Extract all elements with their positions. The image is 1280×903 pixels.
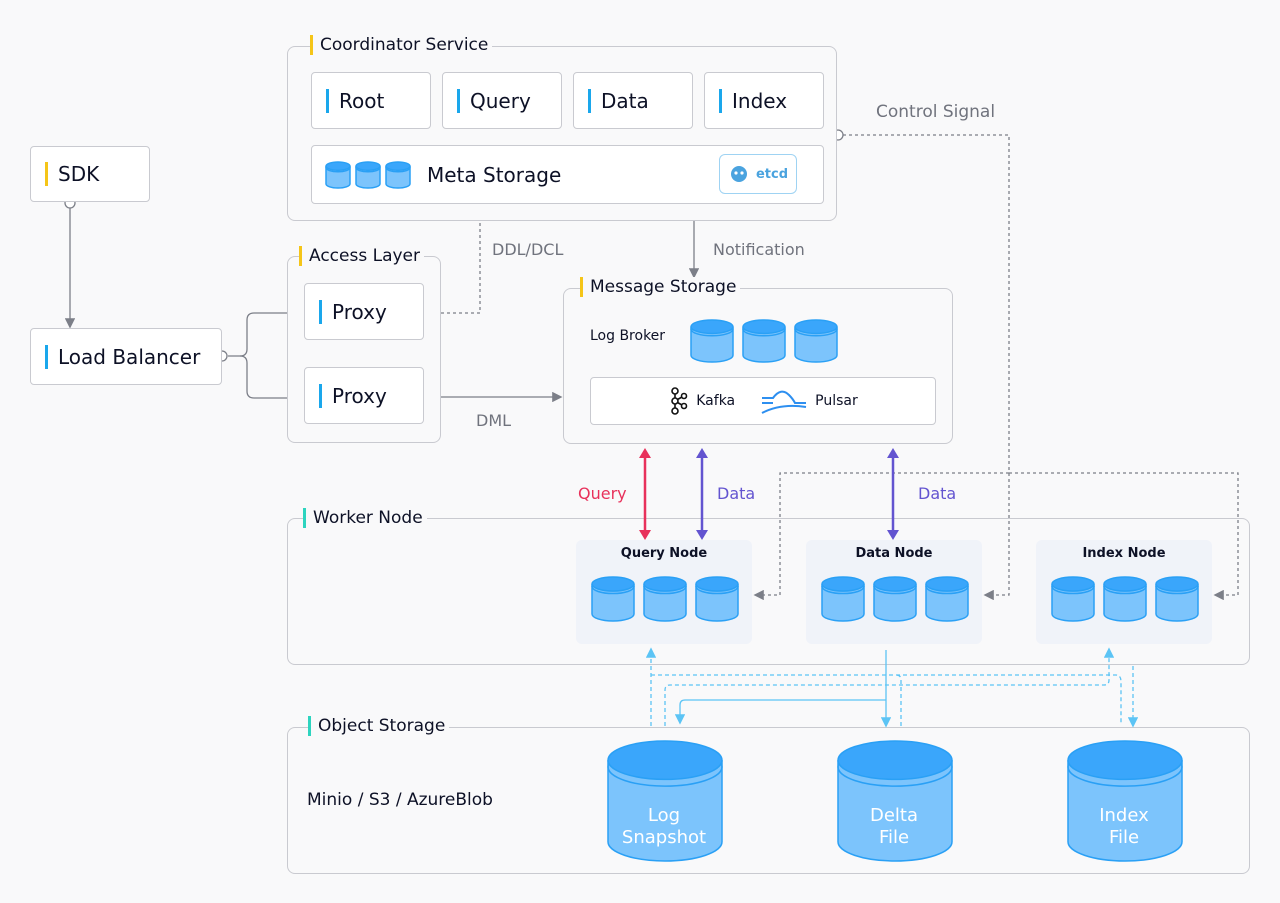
message-storage-title: Message Storage <box>580 277 741 297</box>
index-node[interactable]: Index Node <box>1036 540 1212 644</box>
cylinder-icon <box>1067 740 1183 862</box>
ddl-dcl-label: DDL/DCL <box>492 240 564 259</box>
cylinder-icon <box>591 576 635 622</box>
cylinder-icon <box>873 576 917 622</box>
accent-bar <box>319 299 322 324</box>
load-balancer-box[interactable]: Load Balancer <box>30 328 222 385</box>
meta-storage-label: Meta Storage <box>427 162 562 187</box>
notification-label: Notification <box>713 240 805 259</box>
access-layer-title: Access Layer <box>299 246 424 266</box>
etcd-label: etcd <box>755 166 789 182</box>
delta-file-cylinder <box>837 740 953 866</box>
data-label: Data <box>601 88 649 113</box>
delta-file-label: Delta File <box>869 805 919 848</box>
data-coord[interactable]: Data <box>573 72 693 129</box>
cylinder-icon <box>385 161 411 189</box>
pulsar-icon <box>761 390 807 414</box>
cylinder-icon <box>821 576 865 622</box>
query-coord[interactable]: Query <box>442 72 562 129</box>
cylinder-icon <box>1155 576 1199 622</box>
accent-bar <box>719 88 722 113</box>
accent-bar <box>45 344 48 369</box>
index-label: Index <box>732 88 788 113</box>
cylinder-icon <box>325 161 351 189</box>
etcd-badge: etcd <box>719 154 797 194</box>
accent-bar <box>588 88 591 113</box>
proxy-label: Proxy <box>332 383 387 408</box>
accent-bar <box>319 383 322 408</box>
cylinder-icon <box>925 576 969 622</box>
cylinder-icon <box>643 576 687 622</box>
data-edge-label: Data <box>717 484 756 503</box>
sdk-label: SDK <box>58 162 100 186</box>
dml-label: DML <box>476 411 512 430</box>
proxy-1[interactable]: Proxy <box>304 283 424 340</box>
index-coord[interactable]: Index <box>704 72 824 129</box>
data-node[interactable]: Data Node <box>806 540 982 644</box>
query-node[interactable]: Query Node <box>576 540 752 644</box>
object-storage-backends: Minio / S3 / AzureBlob <box>307 790 493 810</box>
index-file-label: Index File <box>1099 805 1149 848</box>
cylinder-icon <box>794 319 838 363</box>
log-snapshot-label: Log Snapshot <box>621 805 707 848</box>
data-edge-label-2: Data <box>918 484 957 503</box>
cylinder-icon <box>1103 576 1147 622</box>
data-node-title: Data Node <box>855 546 933 561</box>
cylinder-icon <box>1051 576 1095 622</box>
accent-bar <box>457 88 460 113</box>
worker-node-title: Worker Node <box>303 508 427 528</box>
proxy-2[interactable]: Proxy <box>304 367 424 424</box>
load-balancer-label: Load Balancer <box>58 344 201 369</box>
index-file-cylinder <box>1067 740 1183 866</box>
coordinator-service-title: Coordinator Service <box>310 35 493 55</box>
broker-options: Kafka Pulsar <box>590 377 936 425</box>
cylinder-icon <box>742 319 786 363</box>
cylinder-icon <box>690 319 734 363</box>
query-label: Query <box>470 88 531 113</box>
meta-storage-cylinders <box>325 161 411 193</box>
query-edge-label: Query <box>578 484 627 503</box>
control-signal-label: Control Signal <box>876 102 996 122</box>
proxy-label: Proxy <box>332 299 387 324</box>
accent-bar <box>326 88 329 113</box>
root-coord[interactable]: Root <box>311 72 431 129</box>
log-snapshot-cylinder <box>607 740 723 866</box>
log-broker-cylinders <box>690 319 838 367</box>
accent-bar <box>45 162 48 186</box>
query-node-title: Query Node <box>620 546 708 561</box>
root-label: Root <box>339 88 385 113</box>
index-node-title: Index Node <box>1082 546 1166 561</box>
object-storage-title: Object Storage <box>308 716 450 736</box>
log-broker-label: Log Broker <box>590 328 666 344</box>
kafka-label: Kafka <box>696 393 736 409</box>
cylinder-icon <box>355 161 381 189</box>
cylinder-icon <box>607 740 723 862</box>
kafka-icon <box>671 387 688 415</box>
cylinder-icon <box>837 740 953 862</box>
data-node-cylinders <box>821 576 969 626</box>
cylinder-icon <box>695 576 739 622</box>
pulsar-label: Pulsar <box>815 393 858 409</box>
sdk-box[interactable]: SDK <box>30 146 150 202</box>
etcd-icon <box>730 166 747 182</box>
index-node-cylinders <box>1051 576 1199 626</box>
query-node-cylinders <box>591 576 739 626</box>
